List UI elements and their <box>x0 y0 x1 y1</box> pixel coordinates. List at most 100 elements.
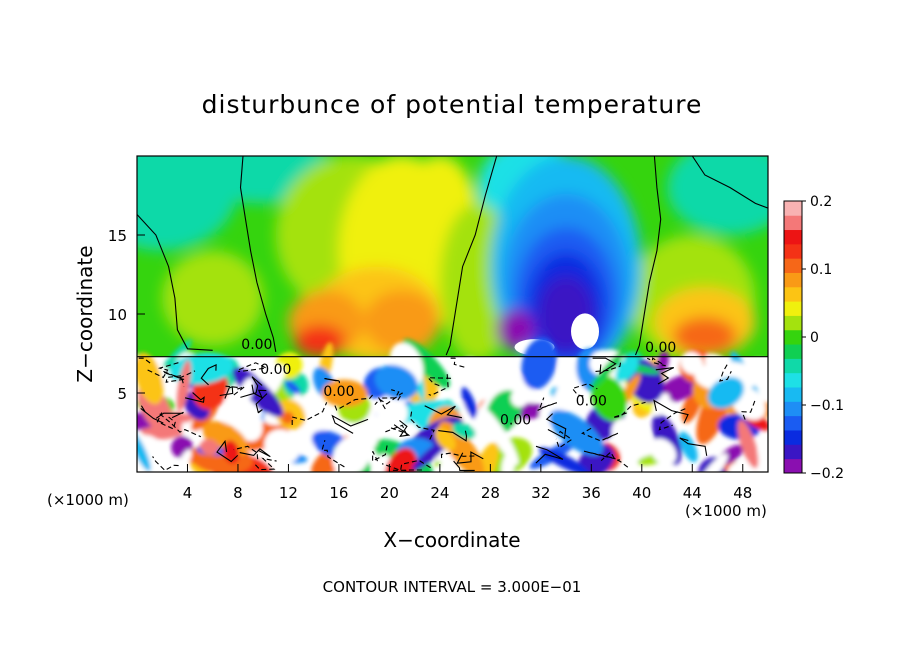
turbulence-patch <box>452 422 476 440</box>
x-tick-label: 32 <box>531 484 550 502</box>
turbulence-patch <box>680 352 704 375</box>
colorbar: 0.2 0.1 0 −0.1 −0.2 <box>783 194 844 482</box>
x-tick-label: 8 <box>233 484 243 502</box>
x-unit-right: (×1000 m) <box>685 502 767 520</box>
contour-line <box>219 386 234 399</box>
turbulence-patch <box>549 409 604 456</box>
colorbar-tick-label: 0.1 <box>810 262 832 278</box>
contour-line <box>145 362 179 379</box>
y-tick-label: 15 <box>108 227 127 245</box>
turbulence-patch <box>510 388 529 408</box>
contour-line <box>555 430 573 449</box>
turbulence-patch <box>221 408 237 425</box>
contour-line <box>233 445 259 460</box>
contour-line <box>393 420 411 438</box>
contour-line <box>324 378 340 384</box>
colorbar-swatch <box>784 301 802 316</box>
turbulence-patch <box>521 337 557 390</box>
contour-line <box>691 156 768 209</box>
contour-line <box>453 460 475 472</box>
contour-line <box>581 427 619 442</box>
contour-line <box>156 412 176 430</box>
contour-line <box>255 393 268 414</box>
colorbar-swatch <box>784 458 802 474</box>
contour-line <box>140 405 164 424</box>
contour-line <box>152 456 179 472</box>
contour-line <box>251 384 267 399</box>
turbulence-patch <box>403 422 417 435</box>
contour-line <box>456 451 484 464</box>
contour-line <box>321 440 345 468</box>
turbulence-patch <box>178 449 192 471</box>
colorbar-swatch <box>784 358 802 374</box>
contour-line <box>381 459 431 472</box>
chart-title: disturbunce of potential temperature <box>202 90 703 119</box>
turbulence-patch <box>538 447 590 472</box>
turbulence-patch <box>375 394 408 429</box>
x-tick-label: 4 <box>183 484 193 502</box>
y-axis-label: Z−coordinate <box>73 245 97 382</box>
colorbar-swatch <box>784 387 802 402</box>
x-tick-label: 40 <box>632 484 651 502</box>
field-blob <box>294 325 346 357</box>
turbulence-patch <box>707 376 745 409</box>
contour-line <box>254 457 277 471</box>
turbulence-patch <box>264 429 300 465</box>
colorbar-tick-label: 0.2 <box>810 194 832 210</box>
contour-line <box>163 370 196 380</box>
x-tick-label: 36 <box>582 484 601 502</box>
turbulence-patch <box>481 407 519 465</box>
y-axis: 5 10 15 <box>108 227 145 403</box>
field-blob <box>364 290 440 354</box>
contour-labels: 0.00 0.00 0.00 0.00 0.00 0.00 <box>241 337 676 429</box>
contour-line <box>537 397 558 411</box>
field-blob <box>571 313 600 350</box>
turbulence-patch <box>232 367 284 418</box>
contour-line <box>216 439 239 463</box>
y-tick-label: 10 <box>108 306 127 324</box>
field-blob <box>496 309 535 351</box>
colorbar-swatch <box>784 258 802 273</box>
turbulence-patch <box>200 439 219 456</box>
turbulence-patch <box>591 376 628 422</box>
contour-label: 0.00 <box>241 337 272 353</box>
colorbar-tick-label: −0.2 <box>810 466 844 482</box>
contour-line <box>155 411 184 419</box>
contour-line <box>449 357 465 368</box>
contour-line <box>741 400 756 420</box>
colorbar-swatch <box>784 201 802 216</box>
contour-line <box>428 374 449 396</box>
contour-line <box>655 367 675 385</box>
turbulence-patch <box>440 451 454 472</box>
contour-line <box>653 399 689 424</box>
contour-line <box>426 377 454 387</box>
field-blob <box>162 250 264 346</box>
contour-label: 0.00 <box>645 340 676 356</box>
contour-line <box>238 362 269 373</box>
turbulence-patch <box>704 353 731 376</box>
contour-line <box>240 376 263 398</box>
turbulence-patch <box>237 377 255 407</box>
contour-line <box>571 383 598 397</box>
contour-line <box>438 430 468 442</box>
turbulence-patch <box>176 360 191 412</box>
x-axis: 4 8 12 16 20 24 28 32 36 40 44 48 <box>183 464 752 502</box>
colorbar-swatch <box>784 444 802 460</box>
contour-line <box>535 445 564 464</box>
x-tick-label: 12 <box>279 484 298 502</box>
colorbar-tick-label: −0.1 <box>810 398 844 414</box>
contour-line <box>225 385 245 396</box>
contour-line <box>424 405 463 419</box>
contour-line <box>658 408 686 431</box>
contour-line <box>159 413 202 438</box>
colorbar-tick-label: 0 <box>810 330 819 346</box>
colorbar-swatch <box>784 430 802 445</box>
turbulence-patch <box>611 418 655 464</box>
turbulence-patch <box>137 352 164 405</box>
contour-line <box>137 357 151 364</box>
contour-line <box>646 357 666 367</box>
contour-line <box>377 389 400 410</box>
colorbar-swatch <box>784 415 802 431</box>
contour-line <box>331 414 369 434</box>
colorbar-swatch <box>784 329 802 345</box>
